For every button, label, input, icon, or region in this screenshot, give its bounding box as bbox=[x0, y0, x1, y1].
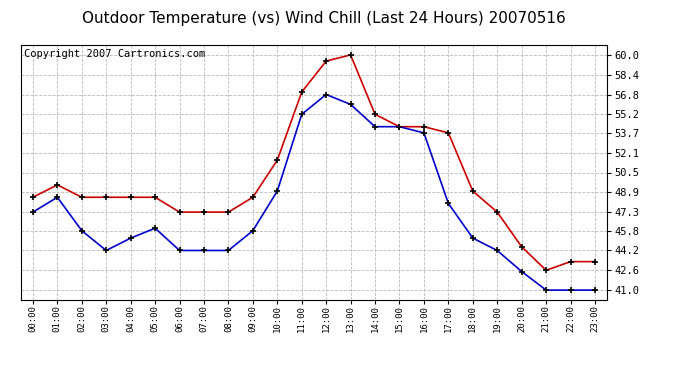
Text: Outdoor Temperature (vs) Wind Chill (Last 24 Hours) 20070516: Outdoor Temperature (vs) Wind Chill (Las… bbox=[82, 11, 566, 26]
Text: Copyright 2007 Cartronics.com: Copyright 2007 Cartronics.com bbox=[23, 49, 205, 59]
